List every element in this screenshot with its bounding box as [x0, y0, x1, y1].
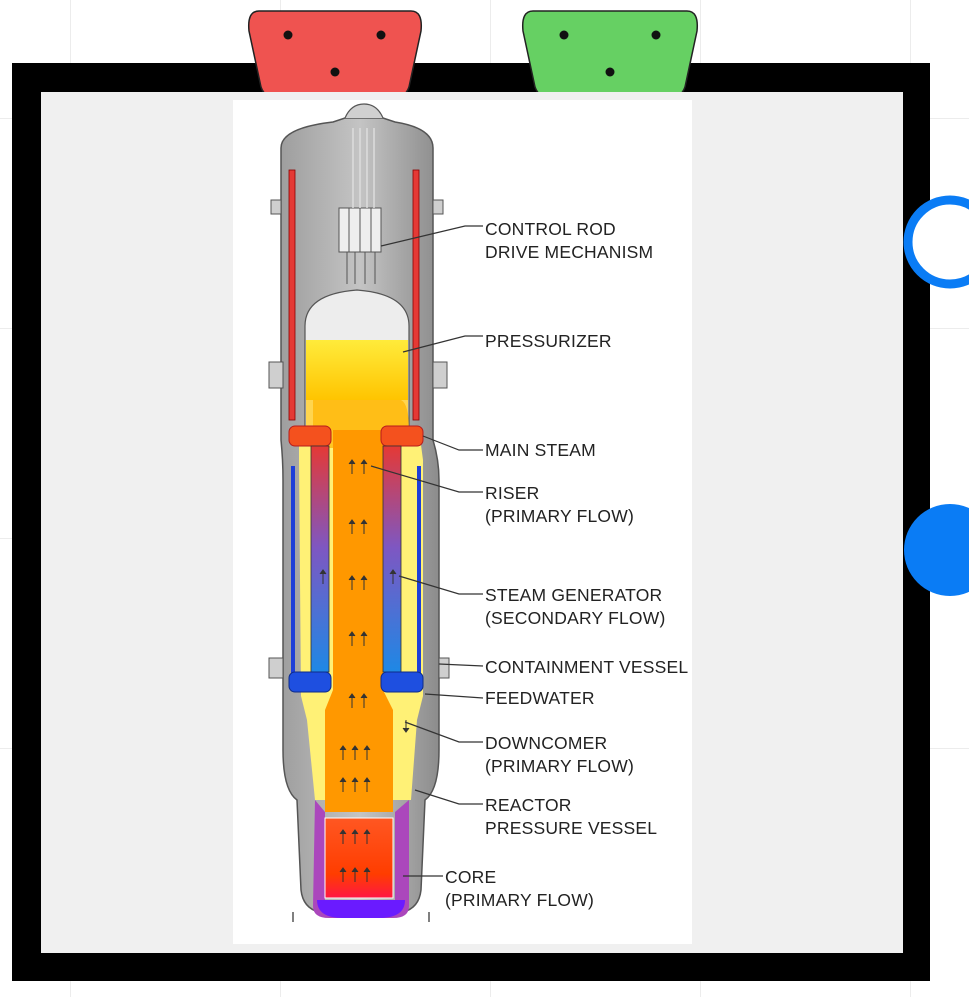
flow-arrows: [319, 459, 410, 882]
green-plug[interactable]: [521, 9, 699, 101]
label-control-rod-drive: CONTROL ROD DRIVE MECHANISM: [485, 219, 654, 262]
label-riser: RISER (PRIMARY FLOW): [485, 483, 634, 526]
reactor-diagram: CONTROL ROD DRIVE MECHANISM PRESSURIZER …: [233, 100, 692, 944]
control-rod-drive-shape: [338, 128, 382, 284]
filled-button[interactable]: [902, 502, 969, 598]
label-reactor-pressure-vessel: REACTOR PRESSURE VESSEL: [485, 795, 658, 838]
red-plug-pin: [376, 30, 386, 40]
label-pressurizer: PRESSURIZER: [485, 331, 612, 351]
label-steam-generator: STEAM GENERATOR (SECONDARY FLOW): [485, 585, 666, 628]
leader-lines: [370, 225, 484, 877]
red-plug[interactable]: [247, 9, 423, 101]
red-plug-pin: [283, 30, 293, 40]
red-plug-pin: [330, 67, 340, 77]
label-core: CORE (PRIMARY FLOW): [445, 867, 594, 910]
green-plug-pin: [651, 30, 661, 40]
label-feedwater: FEEDWATER: [485, 688, 595, 708]
label-downcomer: DOWNCOMER (PRIMARY FLOW): [485, 733, 634, 776]
green-plug-pin: [559, 30, 569, 40]
ring-button[interactable]: [902, 194, 969, 290]
label-containment-vessel: CONTAINMENT VESSEL: [485, 657, 689, 677]
green-plug-pin: [605, 67, 615, 77]
label-main-steam: MAIN STEAM: [485, 440, 596, 460]
